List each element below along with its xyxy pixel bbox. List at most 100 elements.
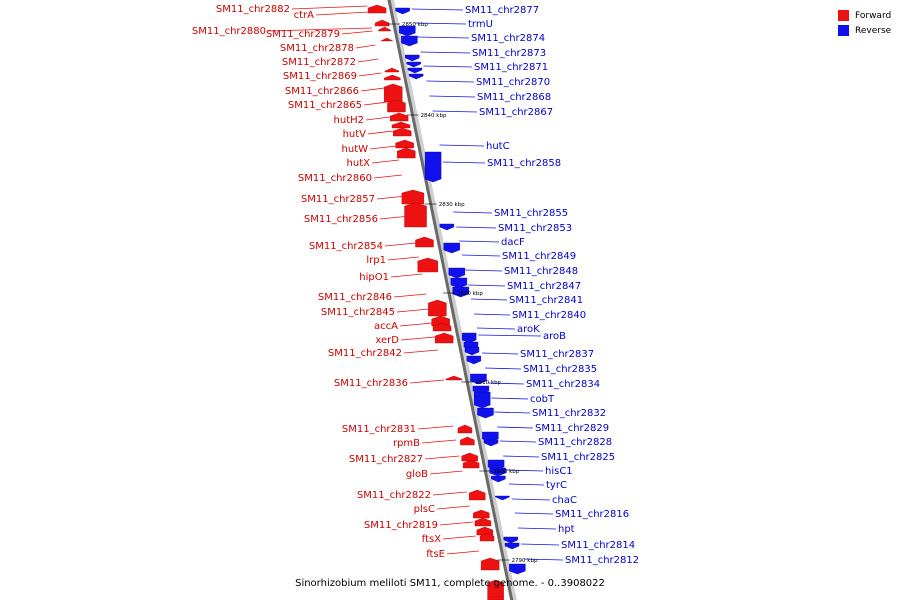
forward-gene-label[interactable]: hutW [342, 144, 369, 155]
forward-gene[interactable] [384, 83, 403, 103]
forward-gene[interactable] [432, 322, 452, 332]
reverse-gene-label[interactable]: SM11_chr2870 [476, 77, 550, 88]
reverse-gene[interactable] [503, 536, 519, 544]
forward-gene[interactable] [474, 517, 492, 527]
forward-gene[interactable] [457, 424, 473, 434]
forward-gene-label[interactable]: SM11_chr2836 [334, 378, 408, 389]
reverse-gene-label[interactable]: SM11_chr2867 [479, 107, 553, 118]
reverse-gene-label[interactable]: SM11_chr2834 [526, 379, 600, 390]
forward-gene-label[interactable]: SM11_chr2845 [321, 307, 395, 318]
reverse-gene-label[interactable]: SM11_chr2829 [535, 423, 609, 434]
forward-gene-label[interactable]: ctrA [294, 10, 315, 21]
forward-gene-label[interactable]: SM11_chr2822 [357, 490, 431, 501]
reverse-gene-label[interactable]: SM11_chr2814 [561, 540, 635, 551]
reverse-gene[interactable] [395, 7, 410, 15]
reverse-gene[interactable] [450, 277, 468, 289]
forward-gene[interactable] [395, 139, 414, 149]
forward-gene-label[interactable]: ftsX [422, 534, 441, 545]
reverse-gene[interactable] [495, 495, 510, 501]
forward-gene[interactable] [367, 4, 387, 14]
reverse-gene[interactable] [408, 73, 424, 80]
forward-gene-label[interactable]: SM11_chr2827 [349, 454, 423, 465]
forward-gene[interactable] [374, 19, 390, 27]
reverse-gene-label[interactable]: SM11_chr2847 [507, 281, 581, 292]
forward-gene[interactable] [401, 189, 425, 205]
forward-gene-label[interactable]: hutV [343, 129, 367, 140]
reverse-gene-label[interactable]: hutC [486, 141, 510, 152]
forward-gene[interactable] [384, 67, 400, 73]
forward-gene[interactable] [428, 299, 447, 317]
forward-gene-label[interactable]: SM11_chr2882 [216, 4, 290, 15]
forward-gene-label[interactable]: plsC [414, 504, 435, 515]
reverse-gene[interactable] [405, 54, 420, 62]
forward-gene-label[interactable]: hutX [347, 158, 371, 169]
reverse-gene-label[interactable]: SM11_chr2816 [555, 509, 629, 520]
forward-gene[interactable] [392, 127, 412, 137]
forward-gene[interactable] [469, 489, 486, 501]
reverse-gene[interactable] [439, 223, 455, 231]
reverse-gene[interactable] [491, 475, 506, 483]
reverse-gene[interactable] [453, 289, 468, 297]
forward-gene-label[interactable]: SM11_chr2879 [266, 29, 340, 40]
reverse-gene-label[interactable]: SM11_chr2812 [565, 555, 639, 566]
forward-gene-label[interactable]: SM11_chr2872 [282, 57, 356, 68]
reverse-gene-label[interactable]: hisC1 [545, 466, 573, 477]
forward-gene-label[interactable]: SM11_chr2865 [288, 100, 362, 111]
forward-gene[interactable] [445, 375, 463, 381]
forward-gene[interactable] [460, 436, 475, 446]
forward-gene-label[interactable]: SM11_chr2869 [283, 71, 357, 82]
reverse-gene-label[interactable]: chaC [552, 495, 577, 506]
forward-gene[interactable] [461, 452, 478, 462]
reverse-gene[interactable] [424, 151, 442, 183]
reverse-gene[interactable] [464, 346, 480, 356]
reverse-gene[interactable] [470, 373, 487, 385]
reverse-gene[interactable] [407, 67, 423, 74]
reverse-gene-label[interactable]: SM11_chr2835 [523, 364, 597, 375]
forward-gene-label[interactable]: SM11_chr2819 [364, 520, 438, 531]
forward-gene[interactable] [479, 532, 495, 542]
forward-gene[interactable] [473, 509, 490, 519]
reverse-gene[interactable] [504, 542, 520, 550]
forward-gene[interactable] [387, 99, 406, 113]
reverse-gene-label[interactable]: aroK [517, 324, 540, 335]
reverse-gene[interactable] [466, 355, 482, 365]
reverse-gene-label[interactable]: SM11_chr2877 [465, 5, 539, 16]
forward-gene-label[interactable]: SM11_chr2846 [318, 292, 392, 303]
reverse-gene[interactable] [509, 563, 526, 575]
reverse-gene-label[interactable]: SM11_chr2873 [472, 48, 546, 59]
forward-gene[interactable] [404, 202, 427, 228]
forward-gene-label[interactable]: SM11_chr2831 [342, 424, 416, 435]
reverse-gene-label[interactable]: SM11_chr2837 [520, 349, 594, 360]
reverse-gene-label[interactable]: SM11_chr2868 [477, 92, 551, 103]
forward-gene-label[interactable]: SM11_chr2842 [328, 348, 402, 359]
forward-gene[interactable] [389, 112, 409, 122]
forward-gene-label[interactable]: hutH2 [334, 115, 364, 126]
forward-gene[interactable] [462, 459, 480, 469]
forward-gene-label[interactable]: rpmB [393, 438, 420, 449]
reverse-gene-label[interactable]: dacF [501, 237, 525, 248]
reverse-gene-label[interactable]: tyrC [546, 480, 567, 491]
forward-gene[interactable] [476, 526, 493, 536]
reverse-gene-label[interactable]: SM11_chr2874 [471, 33, 545, 44]
reverse-gene-label[interactable]: SM11_chr2871 [474, 62, 548, 73]
reverse-gene-label[interactable]: SM11_chr2840 [512, 310, 586, 321]
reverse-gene-label[interactable]: SM11_chr2832 [532, 408, 606, 419]
reverse-gene[interactable] [448, 267, 466, 279]
forward-gene-label[interactable]: ftsE [426, 549, 445, 560]
forward-gene-label[interactable]: accA [374, 321, 398, 332]
forward-gene[interactable] [431, 315, 450, 327]
forward-gene[interactable] [417, 257, 438, 273]
reverse-gene-label[interactable]: SM11_chr2828 [538, 437, 612, 448]
reverse-gene[interactable] [401, 35, 418, 47]
forward-gene-label[interactable]: gloB [406, 469, 428, 480]
reverse-gene[interactable] [473, 391, 491, 409]
forward-gene[interactable] [487, 579, 504, 600]
forward-gene-label[interactable]: SM11_chr2880 [192, 26, 266, 37]
reverse-gene-label[interactable]: hpt [558, 524, 575, 535]
reverse-gene[interactable] [443, 242, 460, 254]
forward-gene[interactable] [415, 236, 434, 248]
forward-gene-label[interactable]: xerD [375, 335, 399, 346]
reverse-gene-label[interactable]: SM11_chr2841 [509, 295, 583, 306]
reverse-gene[interactable] [483, 439, 499, 447]
forward-gene[interactable] [378, 26, 391, 32]
